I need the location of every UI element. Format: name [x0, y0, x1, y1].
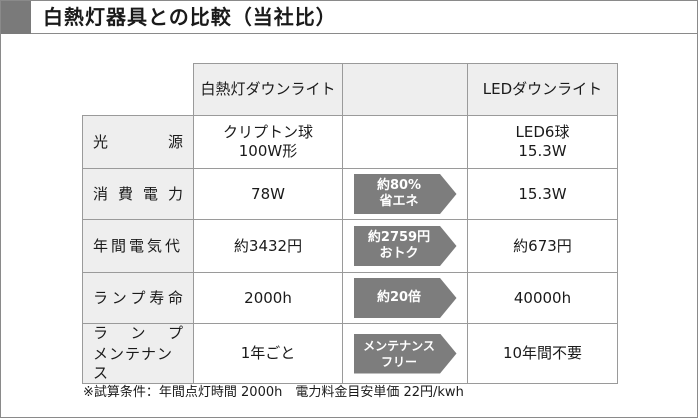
- cell-incandescent: 約3432円: [193, 219, 343, 273]
- row-label-annual-cost: 年間電気代: [82, 219, 194, 273]
- arrow-badge: 約80% 省エネ: [353, 174, 457, 214]
- cell-incandescent: 78W: [193, 168, 343, 220]
- cell-incandescent: クリプトン球 100W形: [193, 115, 343, 169]
- cell-comparison: 約80% 省エネ: [342, 168, 468, 220]
- corner-cell: [82, 63, 194, 116]
- cell-incandescent: 1年ごと: [193, 323, 343, 384]
- table-row: ラ ン プ 寿 命 2000h 約20倍 40000h: [82, 272, 618, 324]
- table-row: 年間電気代 約3432円 約2759円 おトク 約673円: [82, 219, 618, 273]
- cell-comparison: 約2759円 おトク: [342, 219, 468, 273]
- row-label-light-source: 光 源: [82, 115, 194, 169]
- arrow-badge: 約2759円 おトク: [353, 226, 457, 266]
- arrow-badge: メンテナンス フリー: [353, 333, 457, 374]
- cell-led: 40000h: [467, 272, 618, 324]
- cell-led: 15.3W: [467, 168, 618, 220]
- header-accent-block: [1, 1, 31, 34]
- header-incandescent: 白熱灯ダウンライト: [193, 63, 343, 116]
- table-row: ラ ン プ メンテナンス 1年ごと メンテナンス フリー 10年間不要: [82, 323, 618, 384]
- cell-led: LED6球 15.3W: [467, 115, 618, 169]
- cell-incandescent: 2000h: [193, 272, 343, 324]
- cell-led: 10年間不要: [467, 323, 618, 384]
- footnote: ※試算条件：年間点灯時間 2000h 電力料金目安単価 22円/kwh: [83, 385, 464, 400]
- cell-comparison: メンテナンス フリー: [342, 323, 468, 384]
- table-header-row: 白熱灯ダウンライト LEDダウンライト: [82, 63, 618, 116]
- comparison-table: 白熱灯ダウンライト LEDダウンライト 光 源 クリプトン球 100W形 LED…: [82, 63, 618, 384]
- table-row: 消 費 電 力 78W 約80% 省エネ 15.3W: [82, 168, 618, 220]
- arrow-badge: 約20倍: [353, 278, 457, 318]
- header-comparison: [342, 63, 468, 116]
- cell-comparison: 約20倍: [342, 272, 468, 324]
- header-led: LEDダウンライト: [467, 63, 618, 116]
- header-divider: [31, 33, 697, 34]
- cell-led: 約673円: [467, 219, 618, 273]
- header-bar: 白熱灯器具との比較（当社比）: [0, 0, 698, 34]
- page-title: 白熱灯器具との比較（当社比）: [43, 5, 337, 29]
- row-label-lamp-life: ラ ン プ 寿 命: [82, 272, 194, 324]
- row-label-lamp-maintenance: ラ ン プ メンテナンス: [82, 323, 194, 384]
- cell-comparison-empty: [342, 115, 468, 169]
- row-label-power: 消 費 電 力: [82, 168, 194, 220]
- table-row: 光 源 クリプトン球 100W形 LED6球 15.3W: [82, 115, 618, 169]
